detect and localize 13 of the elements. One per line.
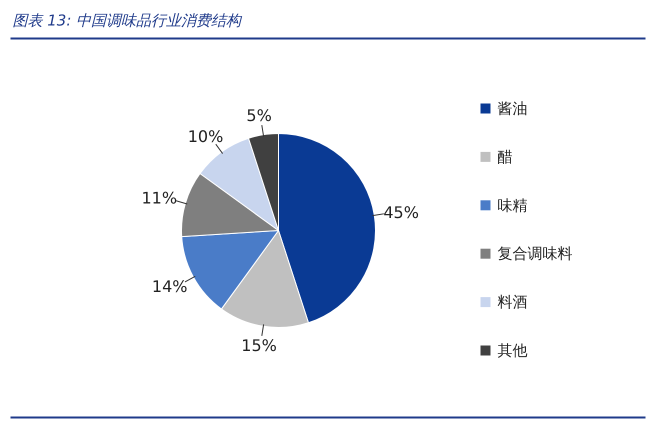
legend-label: 料酒 — [498, 293, 528, 312]
legend-label: 其他 — [498, 342, 528, 360]
data-label: 45% — [383, 202, 419, 222]
data-label: 15% — [241, 336, 277, 355]
legend-label: 醋 — [498, 148, 512, 166]
data-label: 14% — [152, 277, 188, 296]
legend-label: 复合调味料 — [498, 244, 572, 263]
chart-title: 图表 13: 中国调味品行业消费结构 — [12, 12, 244, 30]
legend-label: 酱油 — [498, 100, 528, 118]
legend-label: 味精 — [498, 196, 528, 214]
data-label: 11% — [141, 188, 178, 208]
data-label: 10% — [188, 126, 224, 146]
data-label: 5% — [246, 106, 272, 126]
